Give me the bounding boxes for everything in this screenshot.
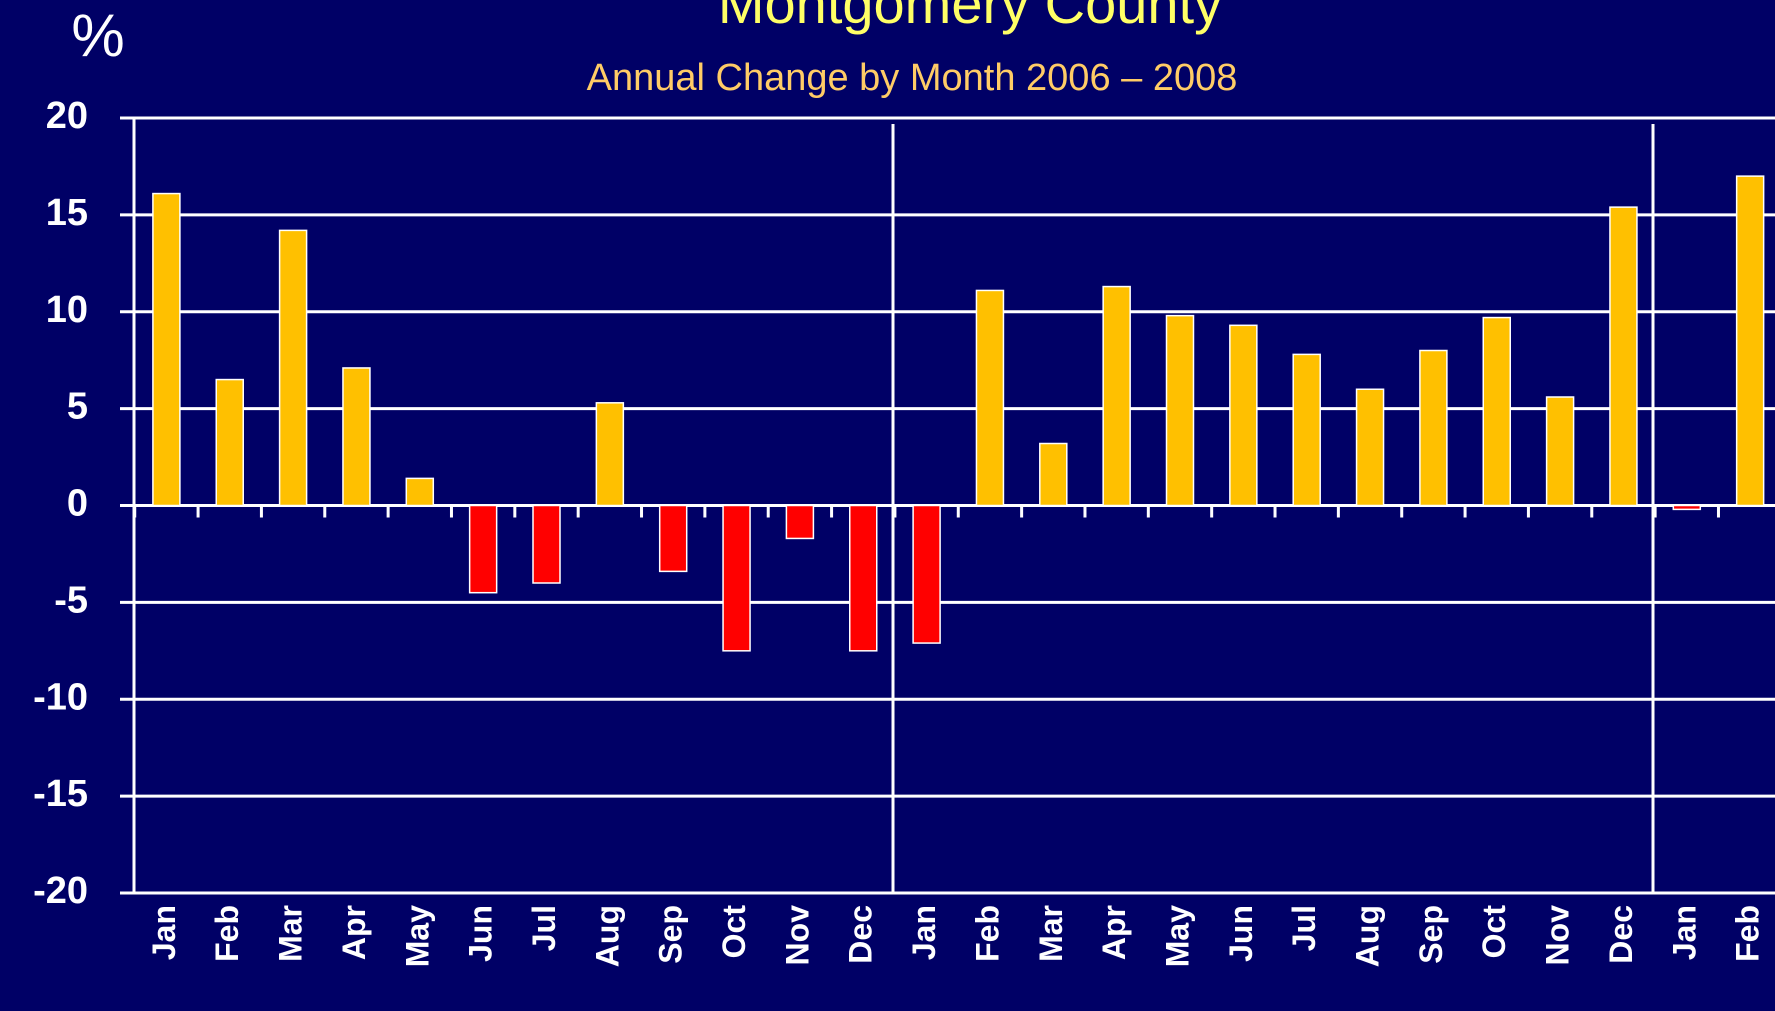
x-tick-label: May <box>1159 905 1195 967</box>
bar <box>1545 396 1575 507</box>
x-tick-label: Aug <box>1350 905 1386 967</box>
x-tick-label: Oct <box>716 905 752 959</box>
x-tick-label: May <box>399 905 435 967</box>
chart-title: Montgomery County <box>718 0 1222 35</box>
x-tick-label: Aug <box>589 905 625 967</box>
x-tick-label: Jul <box>1286 905 1322 951</box>
y-tick-label: 10 <box>46 289 88 331</box>
x-tick-label: Jun <box>1223 905 1259 962</box>
x-tick-label: Feb <box>1730 905 1766 962</box>
y-tick-label: -15 <box>33 773 88 815</box>
x-tick-label: Apr <box>1096 905 1132 960</box>
x-tick-label: Jun <box>463 905 499 962</box>
bar <box>152 192 181 507</box>
x-tick-label: Nov <box>1540 905 1576 966</box>
x-tick-label: Nov <box>779 905 815 966</box>
bar <box>405 477 435 507</box>
bar <box>1039 442 1068 507</box>
bar <box>595 402 625 507</box>
bar <box>1165 314 1195 507</box>
bar <box>658 504 688 573</box>
bar <box>1482 316 1511 507</box>
y-tick-label: -10 <box>33 676 88 718</box>
y-tick-label: 15 <box>46 192 88 234</box>
y-tick-label: -5 <box>54 579 88 621</box>
y-tick-label: 20 <box>46 95 88 137</box>
bar <box>1609 206 1638 507</box>
bar <box>1419 349 1448 507</box>
bar <box>1735 175 1765 507</box>
x-tick-label: Jan <box>906 905 942 960</box>
bar <box>1355 388 1385 507</box>
x-tick-label: Dec <box>843 905 879 964</box>
bar <box>1102 285 1131 507</box>
x-tick-label: Mar <box>1033 905 1069 962</box>
bar <box>342 367 371 507</box>
x-tick-label: Apr <box>336 905 372 960</box>
y-tick-label: 5 <box>67 386 88 428</box>
chart-subtitle: Annual Change by Month 2006 – 2008 <box>587 57 1238 99</box>
x-tick-label: Jul <box>526 905 562 951</box>
x-tick-label: Feb <box>969 905 1005 962</box>
bar <box>278 229 308 507</box>
x-tick-label: Feb <box>209 905 245 962</box>
bar <box>532 504 561 584</box>
x-tick-label: Sep <box>1413 905 1449 964</box>
bar <box>785 504 815 540</box>
bar <box>912 504 941 644</box>
bar <box>468 504 498 594</box>
bar <box>1292 353 1321 507</box>
bar <box>1229 324 1258 507</box>
bar <box>722 504 751 652</box>
bar <box>215 378 244 507</box>
x-tick-label: Jan <box>146 905 182 960</box>
bar <box>849 504 878 652</box>
x-tick-label: Sep <box>653 905 689 964</box>
x-tick-label: Mar <box>273 905 309 962</box>
x-tick-label: Dec <box>1603 905 1639 964</box>
bar <box>1672 504 1702 511</box>
bar <box>975 289 1005 507</box>
y-tick-label: -20 <box>33 870 88 912</box>
y-tick-label: 0 <box>67 483 88 525</box>
x-tick-label: Jan <box>1666 905 1702 960</box>
y-axis-label: % <box>71 2 124 69</box>
x-tick-label: Oct <box>1476 905 1512 959</box>
